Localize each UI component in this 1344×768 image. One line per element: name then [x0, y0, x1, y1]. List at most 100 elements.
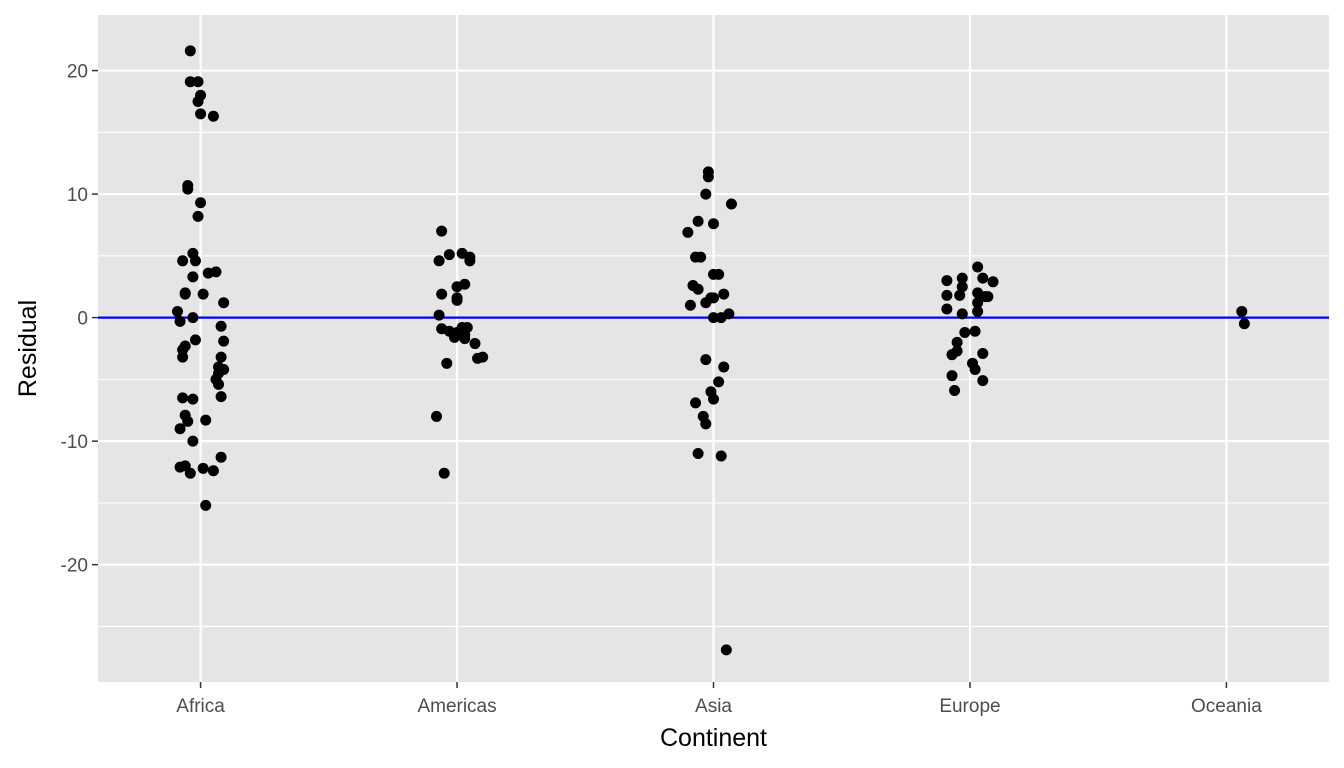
- data-point: [954, 289, 966, 301]
- data-point: [692, 215, 704, 227]
- data-point: [441, 357, 453, 369]
- data-point: [690, 397, 702, 409]
- data-point: [951, 336, 963, 348]
- data-point: [448, 331, 460, 343]
- data-point: [700, 188, 712, 200]
- data-point: [941, 303, 953, 315]
- data-point: [187, 312, 199, 324]
- data-point: [215, 451, 227, 463]
- data-point: [1236, 305, 1248, 317]
- data-point: [708, 292, 719, 304]
- data-point: [192, 76, 204, 88]
- data-point: [187, 435, 199, 447]
- data-point: [187, 393, 199, 405]
- data-point: [969, 363, 981, 375]
- data-point: [956, 281, 968, 293]
- data-point: [469, 338, 481, 350]
- data-point: [708, 218, 719, 230]
- data-point: [725, 198, 737, 210]
- data-point: [182, 179, 194, 191]
- x-axis: Africa Americas Asia Europe Oceania: [176, 682, 1262, 717]
- data-point: [972, 297, 984, 309]
- data-point: [459, 333, 471, 345]
- data-point: [700, 354, 712, 366]
- y-axis-title: Residual: [14, 300, 42, 397]
- data-point: [949, 384, 961, 396]
- data-point: [941, 275, 953, 287]
- data-point: [200, 499, 212, 511]
- x-tick-label: Asia: [695, 696, 732, 717]
- data-point: [187, 271, 199, 283]
- data-point: [438, 467, 450, 479]
- data-point: [215, 320, 227, 332]
- y-tick-label: 20: [67, 62, 88, 83]
- data-point: [451, 294, 463, 306]
- data-point: [207, 110, 219, 122]
- data-point: [174, 315, 186, 327]
- data-point: [218, 335, 230, 347]
- x-tick-label: Europe: [939, 696, 1000, 717]
- data-point: [684, 299, 696, 311]
- y-tick-label: -20: [61, 556, 88, 577]
- y-tick-label: 0: [77, 309, 88, 330]
- data-point: [192, 210, 204, 222]
- data-point: [182, 415, 194, 427]
- data-point: [946, 370, 958, 382]
- data-point: [172, 305, 184, 317]
- data-point: [723, 308, 735, 320]
- data-point: [451, 281, 463, 293]
- data-point: [956, 308, 968, 320]
- x-tick-label: Africa: [176, 696, 225, 717]
- data-point: [708, 312, 719, 324]
- data-point: [433, 255, 445, 267]
- data-point: [951, 345, 963, 357]
- y-axis: -20 -10 0 10 20: [61, 62, 98, 577]
- data-point: [682, 226, 694, 238]
- data-point: [215, 351, 227, 363]
- data-point: [200, 414, 212, 426]
- data-point: [977, 375, 989, 387]
- data-point: [987, 276, 999, 288]
- data-point: [720, 644, 732, 656]
- data-point: [695, 251, 707, 263]
- data-point: [177, 392, 189, 404]
- data-point: [197, 462, 209, 474]
- data-point: [692, 283, 704, 295]
- x-tick-label: Oceania: [1191, 696, 1262, 717]
- data-point: [718, 288, 730, 300]
- data-point: [213, 378, 225, 390]
- data-point: [969, 325, 981, 337]
- data-points: [172, 45, 1250, 656]
- data-point: [207, 465, 219, 477]
- data-point: [197, 288, 209, 300]
- data-point: [436, 288, 448, 300]
- data-point: [177, 255, 189, 267]
- data-point: [700, 418, 712, 430]
- data-point: [195, 89, 207, 101]
- data-point: [215, 391, 227, 403]
- data-point: [184, 467, 196, 479]
- data-point: [210, 266, 222, 278]
- data-point: [977, 272, 989, 284]
- x-tick-label: Americas: [417, 696, 496, 717]
- data-point: [713, 268, 725, 280]
- data-point: [189, 255, 201, 267]
- data-point: [436, 225, 448, 237]
- y-tick-label: -10: [61, 432, 88, 453]
- data-point: [189, 334, 201, 346]
- data-point: [959, 326, 971, 338]
- data-point: [972, 305, 984, 317]
- x-axis-title: Continent: [660, 724, 767, 752]
- data-point: [218, 297, 230, 309]
- data-point: [184, 45, 196, 57]
- data-point: [195, 108, 207, 120]
- data-point: [477, 351, 489, 363]
- data-point: [1238, 318, 1250, 330]
- data-point: [708, 393, 719, 405]
- data-point: [433, 309, 445, 321]
- data-point: [972, 261, 984, 273]
- data-point: [443, 249, 455, 261]
- data-point: [431, 410, 443, 422]
- data-point: [464, 255, 476, 267]
